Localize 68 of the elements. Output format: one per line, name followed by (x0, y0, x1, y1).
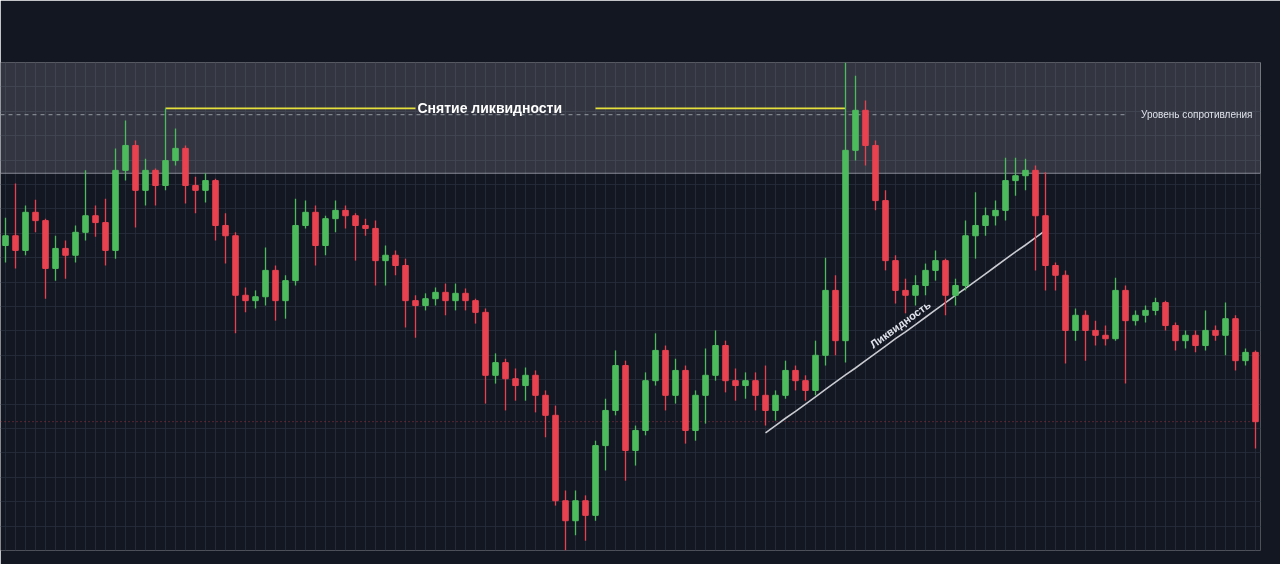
candlestick (92, 204, 99, 238)
candlestick (62, 239, 69, 280)
series-label: Снятие ликвидности (417, 100, 563, 117)
candlestick (1202, 309, 1209, 352)
candlestick (562, 489, 569, 551)
candlestick (802, 374, 809, 402)
candlestick (792, 364, 799, 392)
candlestick (1102, 324, 1109, 347)
candlestick (992, 199, 999, 227)
candlestick (1092, 320, 1099, 347)
candlestick (522, 366, 529, 402)
candlestick (342, 204, 349, 230)
candlestick (252, 289, 259, 310)
candlestick (32, 198, 39, 233)
candlestick (932, 249, 939, 282)
candlestick (172, 127, 179, 167)
candlestick (1162, 299, 1169, 332)
candlestick (432, 286, 439, 307)
candlestick (142, 157, 149, 207)
candlestick (752, 371, 759, 412)
candlestick (442, 282, 449, 316)
candlestick (532, 369, 539, 414)
candlestick (282, 274, 289, 320)
candlestick (1172, 321, 1179, 352)
candlestick (542, 389, 549, 438)
ref-line-label: Уровень сопротивления (1141, 109, 1253, 121)
candlestick (222, 212, 229, 265)
candlestick (152, 167, 159, 207)
candlestick (52, 235, 59, 282)
candlestick (72, 224, 79, 264)
candlestick (972, 191, 979, 260)
candlestick (922, 262, 929, 296)
candlestick (742, 371, 749, 400)
candlestick (202, 172, 209, 204)
candlestick (412, 294, 419, 339)
candlestick (1222, 301, 1229, 356)
candlestick (462, 287, 469, 312)
candlestick (242, 286, 249, 314)
candlestick (512, 367, 519, 402)
candlestick (582, 494, 589, 542)
candlestick (492, 352, 499, 385)
candlestick (952, 278, 959, 307)
candlestick (82, 169, 89, 242)
candlestick (302, 199, 309, 230)
candlestick (982, 206, 989, 237)
candlestick (732, 367, 739, 402)
candlestick (1012, 157, 1019, 197)
candlestick (452, 282, 459, 312)
candlestick (702, 347, 709, 425)
candlestick (572, 489, 579, 537)
candlestick (472, 298, 479, 325)
candlestick (772, 389, 779, 422)
candlestick (352, 212, 359, 262)
candlestick (1072, 307, 1079, 342)
candlestick (332, 199, 339, 233)
candlestick (2, 217, 9, 264)
candlestick (502, 358, 509, 412)
candlestick (12, 182, 19, 270)
candlestick (1082, 309, 1089, 362)
candlestick (1052, 261, 1059, 292)
candlestick (632, 424, 639, 467)
candlestick (1182, 329, 1189, 350)
candlestick (392, 249, 399, 276)
candlestick (762, 364, 769, 427)
candlestick (382, 244, 389, 287)
candlestick (1192, 329, 1199, 354)
candlestick (192, 176, 199, 214)
candlestick (1022, 157, 1029, 192)
